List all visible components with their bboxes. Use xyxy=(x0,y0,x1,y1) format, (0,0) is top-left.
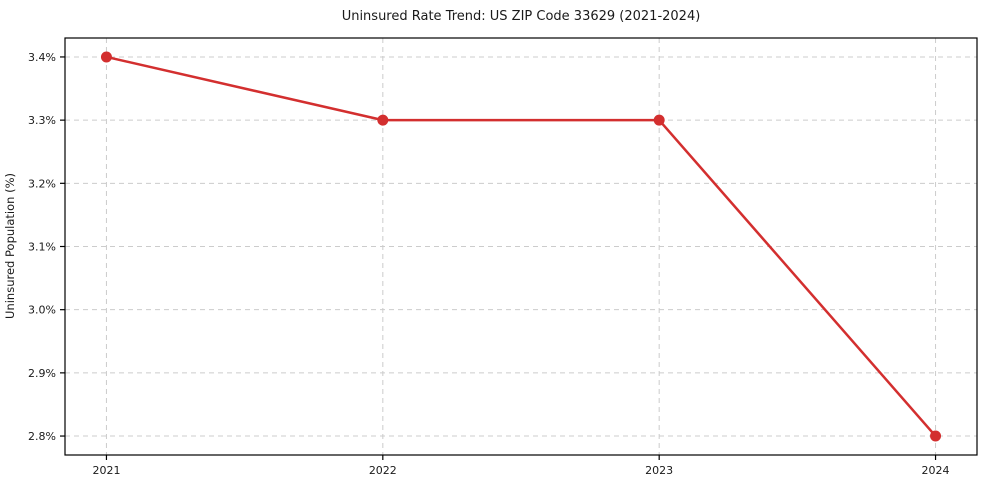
x-tick-label: 2023 xyxy=(645,464,673,477)
data-point-marker xyxy=(377,114,389,126)
x-tick-label: 2024 xyxy=(922,464,950,477)
y-axis-label: Uninsured Population (%) xyxy=(3,173,17,319)
y-tick-label: 3.4% xyxy=(28,51,56,64)
grid-lines xyxy=(65,38,977,455)
axis-ticks: 2.8% 2.9% 3.0% 3.1% 3.2% 3.3% 3.4% 2021 2022 2023… xyxy=(28,51,949,477)
y-tick-label: 2.8% xyxy=(28,430,56,443)
data-point-marker xyxy=(930,430,942,442)
data-series xyxy=(100,51,942,442)
trend-line xyxy=(105,55,937,438)
chart-title: Uninsured Rate Trend: US ZIP Code 33629 … xyxy=(342,9,701,24)
y-tick-label: 3.1% xyxy=(28,241,56,254)
y-tick-label: 3.2% xyxy=(28,177,56,190)
data-point-marker xyxy=(100,51,112,63)
y-tick-label: 3.0% xyxy=(28,304,56,317)
x-tick-label: 2022 xyxy=(369,464,397,477)
plot-area-border xyxy=(64,37,978,456)
y-tick-label: 2.9% xyxy=(28,367,56,380)
x-tick-label: 2021 xyxy=(92,464,120,477)
y-tick-label: 3.3% xyxy=(28,114,56,127)
data-point-marker xyxy=(653,114,665,126)
